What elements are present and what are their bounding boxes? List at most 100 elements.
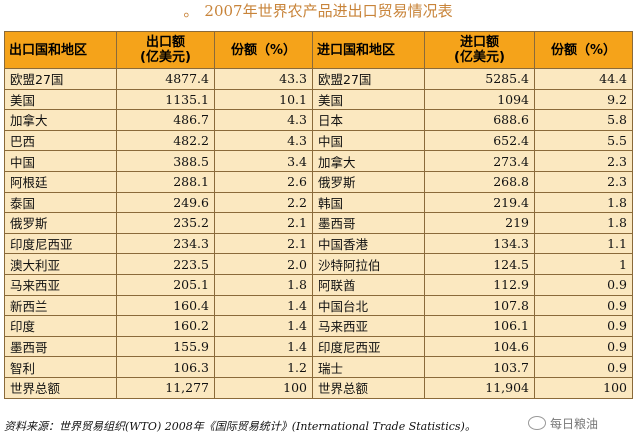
cell-import-amount: 112.9 [424,273,535,296]
cell-import-amount: 273.4 [424,150,535,172]
cell-export-amount: 106.3 [116,356,215,378]
cell-export-amount: 1135.1 [116,88,215,111]
table-row: 澳大利亚 223.5 2.0 沙特阿拉伯 124.5 1 [4,253,633,275]
cell-import-region: 中国台北 [312,294,425,317]
cell-export-region: 俄罗斯 [4,212,117,234]
cell-export-region: 新西兰 [4,294,117,317]
table-row: 智利 106.3 1.2 瑞士 103.7 0.9 [4,356,633,378]
header-import-region: 进口国和地区 [312,31,425,69]
cell-export-share: 1.4 [214,315,313,337]
cell-export-amount: 288.1 [116,170,215,193]
cell-export-amount: 223.5 [116,253,215,275]
cell-export-amount: 155.9 [116,335,215,358]
cell-import-share: 1 [534,253,633,275]
cell-export-amount: 486.7 [116,109,215,131]
cell-import-region: 欧盟27国 [312,68,425,90]
cell-export-region: 泰国 [4,191,117,214]
cell-export-amount: 4877.4 [116,68,215,90]
table-row: 墨西哥 155.9 1.4 印度尼西亚 104.6 0.9 [4,335,633,358]
cell-export-region: 马来西亚 [4,273,117,296]
cell-export-share: 1.2 [214,356,313,378]
cell-import-region: 瑞士 [312,356,425,378]
chat-bubble-icon [528,416,546,430]
cell-import-region: 韩国 [312,191,425,214]
cell-export-amount: 388.5 [116,150,215,172]
cell-export-region: 印度尼西亚 [4,232,117,255]
header-import-amount-line2: (亿美元) [454,50,505,65]
header-export-amount: 出口额 (亿美元) [116,31,215,69]
cell-import-amount: 688.6 [424,109,535,131]
cell-import-region: 美国 [312,88,425,111]
cell-import-amount: 106.1 [424,315,535,337]
cell-export-share: 1.4 [214,335,313,358]
cell-import-amount: 103.7 [424,356,535,378]
cell-export-share: 43.3 [214,68,313,90]
cell-import-region: 中国香港 [312,232,425,255]
cell-import-amount: 5285.4 [424,68,535,90]
cell-import-share: 1.1 [534,232,633,255]
cell-import-region: 日本 [312,109,425,131]
cell-import-region: 阿联酋 [312,273,425,296]
cell-import-amount: 107.8 [424,294,535,317]
table-row: 加拿大 486.7 4.3 日本 688.6 5.8 [4,109,633,131]
cell-import-share: 5.5 [534,129,633,152]
cell-export-region: 美国 [4,88,117,111]
cell-import-share: 5.8 [534,109,633,131]
cell-export-amount: 234.3 [116,232,215,255]
cell-import-amount: 652.4 [424,129,535,152]
table-title: 。 2007年世界农产品进出口贸易情况表 [0,0,636,30]
table-body: 欧盟27国 4877.4 43.3 欧盟27国 5285.4 44.4 美国 1135.1 10… [4,68,633,399]
cell-export-share: 3.4 [214,150,313,172]
cell-export-share: 2.1 [214,232,313,255]
cell-import-amount: 219 [424,212,535,234]
cell-import-share: 0.9 [534,315,633,337]
table-row: 印度 160.2 1.4 马来西亚 106.1 0.9 [4,315,633,337]
cell-export-amount: 482.2 [116,129,215,152]
cell-export-amount: 249.6 [116,191,215,214]
cell-import-share: 1.8 [534,212,633,234]
cell-import-amount: 124.5 [424,253,535,275]
header-import-amount-line1: 进口额 [459,35,499,50]
cell-export-region: 巴西 [4,129,117,152]
header-export-amount-line2: (亿美元) [140,50,191,65]
cell-import-region: 沙特阿拉伯 [312,253,425,275]
cell-export-share: 2.0 [214,253,313,275]
cell-import-amount: 219.4 [424,191,535,214]
cell-export-share: 4.3 [214,129,313,152]
source-note: 资料来源：世界贸易组织(WTO) 2008年《国际贸易统计》(Internati… [4,420,476,433]
table-row: 马来西亚 205.1 1.8 阿联酋 112.9 0.9 [4,273,633,296]
cell-export-amount: 205.1 [116,273,215,296]
watermark: 每日粮油 [528,410,632,436]
trade-table: 出口国和地区 出口额 (亿美元) 份额（%） 进口国和地区 进口额 (亿美元) … [4,31,633,399]
cell-import-share: 1.8 [534,191,633,214]
table-row: 美国 1135.1 10.1 美国 1094 9.2 [4,88,633,111]
table-row: 泰国 249.6 2.2 韩国 219.4 1.8 [4,191,633,214]
header-import-amount: 进口额 (亿美元) [424,31,535,69]
watermark-text: 每日粮油 [550,416,599,431]
cell-export-amount: 160.4 [116,294,215,317]
cell-export-share: 10.1 [214,88,313,111]
header-export-region: 出口国和地区 [4,31,117,69]
cell-export-region: 澳大利亚 [4,253,117,275]
table-row: 中国 388.5 3.4 加拿大 273.4 2.3 [4,150,633,172]
cell-import-region: 马来西亚 [312,315,425,337]
cell-export-share: 1.8 [214,273,313,296]
cell-import-region: 中国 [312,129,425,152]
cell-export-amount: 160.2 [116,315,215,337]
cell-import-region: 俄罗斯 [312,170,425,193]
cell-import-region: 加拿大 [312,150,425,172]
cell-export-region: 阿根廷 [4,170,117,193]
table-row: 欧盟27国 4877.4 43.3 欧盟27国 5285.4 44.4 [4,68,633,90]
table-row: 俄罗斯 235.2 2.1 墨西哥 219 1.8 [4,212,633,234]
cell-import-amount: 1094 [424,88,535,111]
table-row: 巴西 482.2 4.3 中国 652.4 5.5 [4,129,633,152]
cell-import-amount: 11,904 [424,376,535,399]
cell-import-share: 0.9 [534,356,633,378]
cell-export-share: 2.6 [214,170,313,193]
cell-import-amount: 134.3 [424,232,535,255]
cell-import-share: 0.9 [534,335,633,358]
cell-export-share: 2.2 [214,191,313,214]
cell-import-share: 44.4 [534,68,633,90]
cell-import-amount: 104.6 [424,335,535,358]
cell-export-amount: 235.2 [116,212,215,234]
